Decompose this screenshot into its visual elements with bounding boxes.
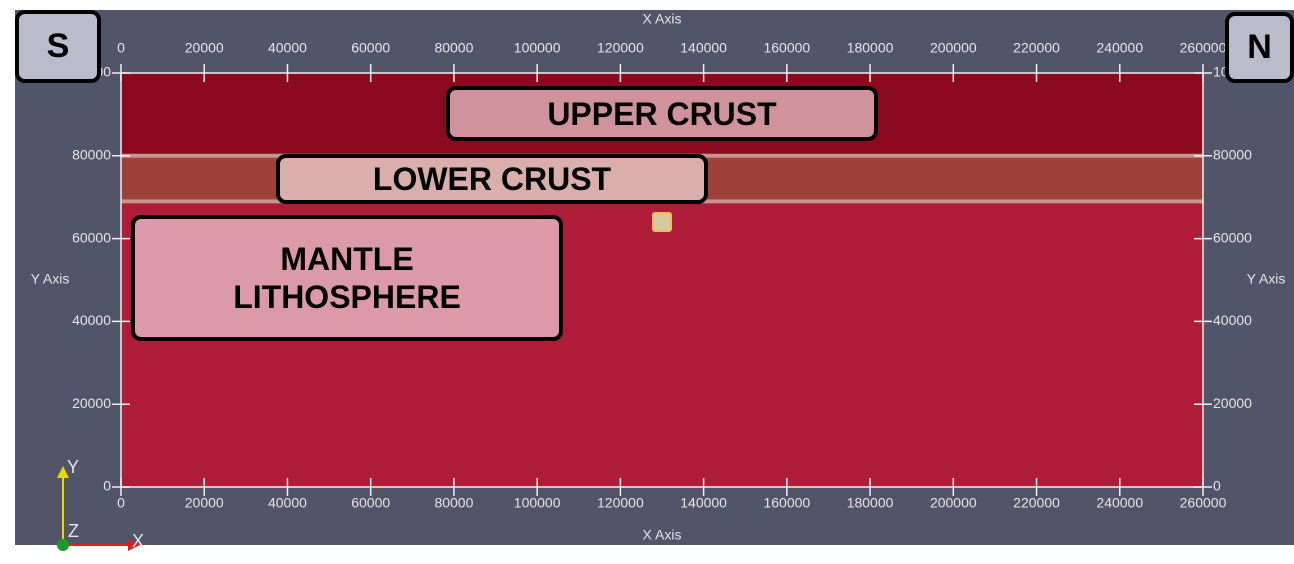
x-tick-label: 260000: [1180, 495, 1227, 511]
orient-y-label: Y: [67, 457, 79, 477]
y-tick-label: 80000: [1213, 147, 1252, 163]
orient-z-dot: [57, 539, 69, 551]
x-tick-label: 80000: [434, 40, 473, 56]
x-tick-label: 80000: [434, 495, 473, 511]
layer-label: MANTLE LITHOSPHERE: [131, 215, 563, 341]
x-tick-label: 220000: [1013, 495, 1060, 511]
y-tick-label: 40000: [72, 312, 111, 328]
y-tick-label: 20000: [1213, 395, 1252, 411]
x-tick-label: 200000: [930, 40, 977, 56]
orient-y-arrow: [57, 466, 69, 478]
x-tick-label: 40000: [268, 40, 307, 56]
orient-x-label: X: [132, 531, 144, 551]
x-tick-label: 240000: [1096, 40, 1143, 56]
x-tick-label: 40000: [268, 495, 307, 511]
x-tick-label: 100000: [514, 495, 561, 511]
x-tick-label: 20000: [185, 495, 224, 511]
x-axis-title: X Axis: [643, 527, 682, 543]
y-tick-label: 80000: [72, 147, 111, 163]
orient-z-label: Z: [68, 521, 79, 541]
anomaly: [652, 212, 672, 233]
x-tick-label: 240000: [1096, 495, 1143, 511]
compass-south: S: [15, 10, 101, 83]
x-tick-label: 180000: [847, 495, 894, 511]
y-tick-label: 0: [1213, 478, 1221, 494]
x-tick-label: 160000: [763, 40, 810, 56]
x-tick-label: 120000: [597, 40, 644, 56]
x-tick-label: 0: [117, 495, 125, 511]
y-axis-title: Y Axis: [1247, 271, 1286, 287]
x-tick-label: 160000: [763, 495, 810, 511]
x-tick-label: 180000: [847, 40, 894, 56]
y-tick-label: 0: [103, 478, 111, 494]
y-tick-label: 60000: [72, 229, 111, 245]
layer-label: UPPER CRUST: [446, 86, 878, 141]
y-tick-label: 40000: [1213, 312, 1252, 328]
x-tick-label: 120000: [597, 495, 644, 511]
compass-north: N: [1225, 12, 1294, 83]
x-tick-label: 20000: [185, 40, 224, 56]
x-axis-title: X Axis: [643, 11, 682, 27]
x-tick-label: 140000: [680, 495, 727, 511]
x-tick-label: 260000: [1180, 40, 1227, 56]
x-tick-label: 0: [117, 40, 125, 56]
x-tick-label: 140000: [680, 40, 727, 56]
y-axis-title: Y Axis: [31, 271, 70, 287]
layer-label: LOWER CRUST: [276, 154, 708, 204]
x-tick-label: 200000: [930, 495, 977, 511]
x-tick-label: 220000: [1013, 40, 1060, 56]
orient-x-arrow: [128, 539, 140, 551]
x-tick-label: 60000: [351, 40, 390, 56]
x-tick-label: 100000: [514, 40, 561, 56]
x-tick-label: 60000: [351, 495, 390, 511]
y-tick-label: 20000: [72, 395, 111, 411]
y-tick-label: 60000: [1213, 229, 1252, 245]
